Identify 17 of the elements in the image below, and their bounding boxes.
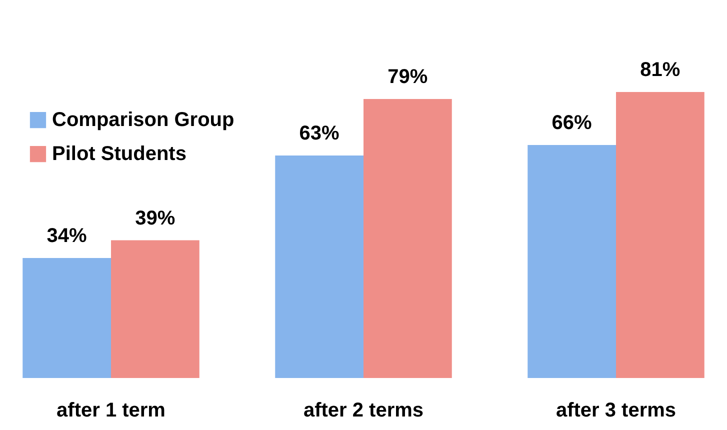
data-label: 81% — [640, 59, 680, 81]
bar — [616, 92, 704, 378]
x-tick-label: after 1 term — [56, 400, 166, 422]
data-label: 66% — [552, 112, 592, 134]
bar — [22, 258, 111, 378]
data-label: 63% — [299, 122, 340, 145]
legend-label: Pilot Students — [52, 143, 186, 165]
bar — [364, 99, 452, 378]
x-tick-label: after 2 terms — [303, 400, 424, 422]
bar — [528, 144, 616, 378]
x-tick-label: after 3 terms — [556, 400, 676, 422]
data-label: 79% — [388, 66, 428, 88]
data-label: 39% — [135, 207, 176, 230]
data-label: 34% — [46, 224, 88, 247]
bar — [275, 156, 364, 378]
bar — [111, 240, 200, 378]
legend-label: Comparison Group — [52, 109, 234, 131]
